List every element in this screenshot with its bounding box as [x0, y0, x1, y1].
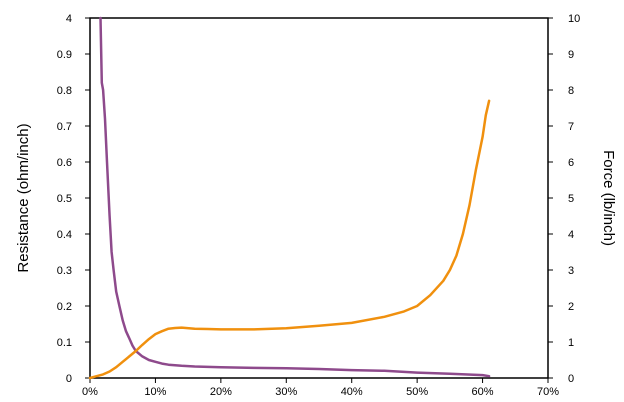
y-left-tick-label: 0.6 — [57, 157, 72, 169]
y-right-tick-label: 7 — [568, 121, 574, 133]
y-left-tick-label: 4 — [66, 13, 72, 25]
y-axis-left: 0 0.1 0.2 0.3 0.4 0.5 0.6 0.7 0.8 0.9 4 — [57, 13, 90, 385]
y-axis-right: 0 1 2 3 4 5 6 7 8 9 10 — [548, 13, 580, 385]
x-tick-label: 10% — [144, 386, 166, 398]
y-right-tick-label: 8 — [568, 85, 574, 97]
x-tick-label: 20% — [210, 386, 232, 398]
y-left-tick-label: 0.9 — [57, 49, 72, 61]
y-right-tick-label: 6 — [568, 157, 574, 169]
y-right-tick-label: 5 — [568, 193, 574, 205]
y-right-tick-label: 4 — [568, 229, 574, 241]
y-left-tick-label: 0.3 — [57, 265, 72, 277]
y-right-tick-label: 1 — [568, 337, 574, 349]
x-tick-label: 40% — [341, 386, 363, 398]
x-tick-label: 60% — [472, 386, 494, 398]
y-left-tick-label: 0.8 — [57, 85, 72, 97]
y-left-tick-label: 0.1 — [57, 337, 72, 349]
x-tick-label: 0% — [82, 386, 98, 398]
x-axis: 0% 10% 20% 30% 40% 50% 60% 70% — [82, 378, 559, 398]
series-line-resistance — [99, 16, 491, 378]
plot-frame — [89, 17, 549, 379]
y-right-tick-label: 9 — [568, 49, 574, 61]
y-left-tick-label: 0.7 — [57, 121, 72, 133]
y-right-tick-label: 3 — [568, 265, 574, 277]
y-left-tick-label: 0.4 — [57, 229, 72, 241]
x-tick-label: 30% — [275, 386, 297, 398]
y-axis-left-label: Resistance (ohm/inch) — [15, 123, 32, 272]
series-group — [88, 16, 491, 380]
y-right-tick-label: 10 — [568, 13, 580, 25]
y-left-tick-label: 0 — [66, 373, 72, 385]
x-tick-label: 50% — [406, 386, 428, 398]
y-right-tick-label: 2 — [568, 301, 574, 313]
y-right-tick-label: 0 — [568, 373, 574, 385]
x-tick-label: 70% — [537, 386, 559, 398]
y-left-tick-label: 0.5 — [57, 193, 72, 205]
series-line-force — [88, 99, 491, 380]
y-left-tick-label: 0.2 — [57, 301, 72, 313]
y-axis-right-label: Force (lb/inch) — [600, 150, 617, 246]
